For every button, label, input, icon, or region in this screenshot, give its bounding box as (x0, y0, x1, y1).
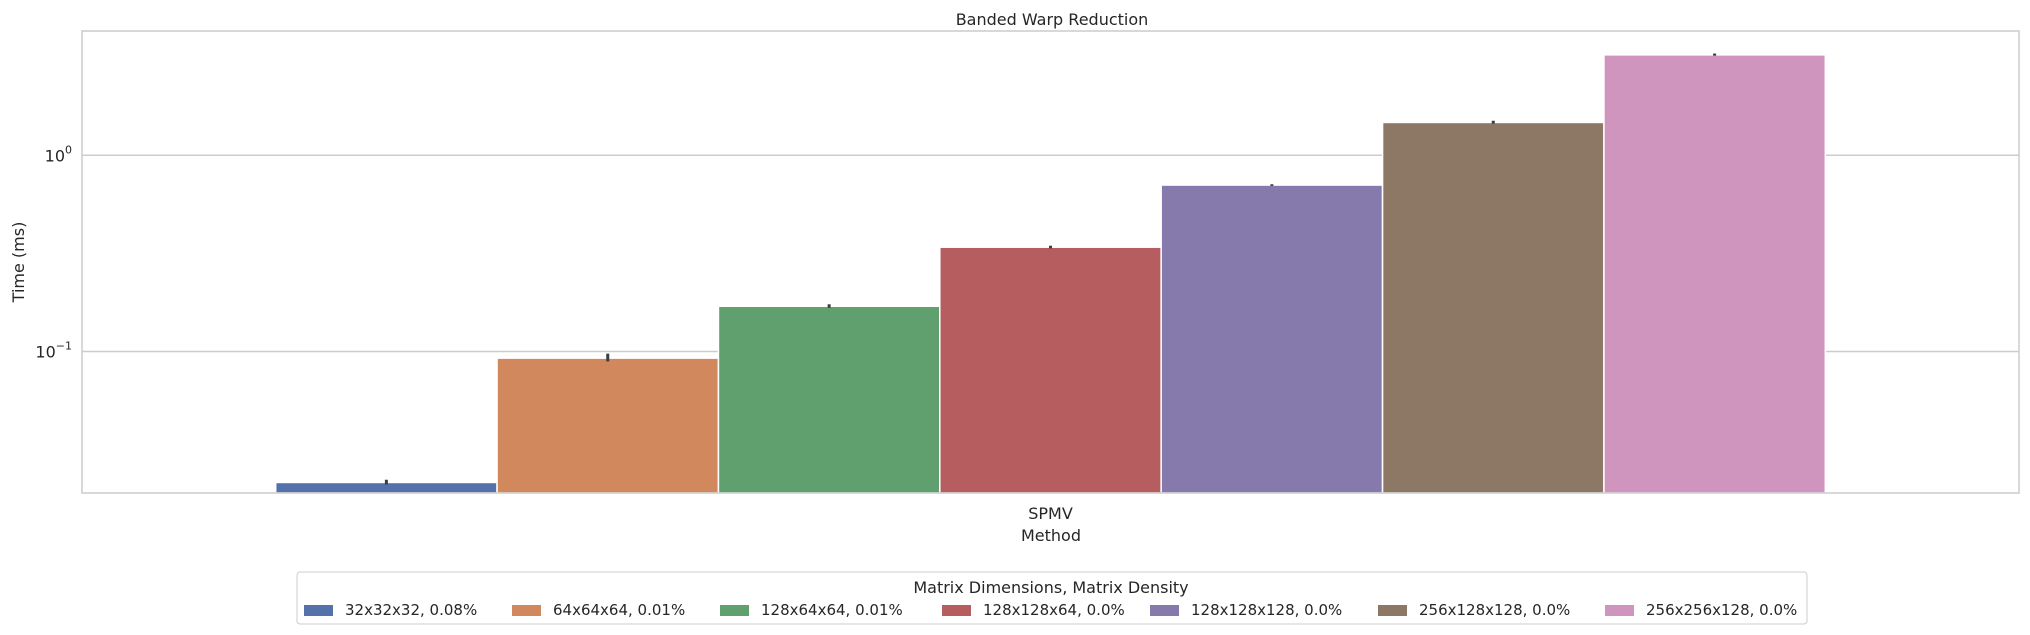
legend-items: 32x32x32, 0.08% 64x64x64, 0.01% 128x64x64,… (304, 601, 1797, 619)
legend-label: 64x64x64, 0.01% (553, 601, 685, 619)
bar (717, 305, 941, 494)
legend-swatch (304, 605, 333, 616)
plot-frame (81, 30, 2020, 494)
bar (1381, 121, 1605, 494)
legend-swatch (1378, 605, 1407, 616)
bar (939, 246, 1162, 494)
x-tick-label: SPMV (1028, 504, 1073, 523)
y-tick-exponent: 0 (65, 143, 72, 156)
y-tick-exponent: −1 (56, 339, 72, 352)
legend-item: 128x128x128, 0.0% (1150, 601, 1342, 619)
legend: Matrix Dimensions, Matrix Density 32x32x… (296, 571, 1808, 625)
chart-title: Banded Warp Reduction (956, 10, 1149, 29)
y-tick-label: 10−1 (35, 339, 72, 361)
legend-swatch (942, 605, 971, 616)
legend-item: 128x128x64, 0.0% (942, 601, 1125, 619)
y-tick-base: 10 (45, 146, 65, 165)
legend-label: 128x64x64, 0.01% (761, 601, 903, 619)
legend-swatch (720, 605, 749, 616)
error-bars (384, 53, 1717, 485)
legend-box (296, 571, 1808, 625)
legend-item: 32x32x32, 0.08% (304, 601, 477, 619)
y-axis-label: Time (ms) (9, 222, 28, 304)
legend-swatch (1150, 605, 1179, 616)
legend-label: 32x32x32, 0.08% (345, 601, 477, 619)
legend-swatch (512, 605, 541, 616)
y-tick-label: 100 (45, 143, 72, 165)
x-axis-ticks: SPMV (1028, 504, 1073, 523)
legend-item: 256x128x128, 0.0% (1378, 601, 1570, 619)
legend-label: 256x128x128, 0.0% (1419, 601, 1570, 619)
legend-item: 64x64x64, 0.01% (512, 601, 685, 619)
bar (1160, 184, 1384, 494)
legend-label: 128x128x64, 0.0% (983, 601, 1125, 619)
y-tick-base: 10 (35, 342, 55, 361)
x-axis-label: Method (1021, 526, 1081, 545)
legend-item: 256x256x128, 0.0% (1605, 601, 1797, 619)
bar (1603, 54, 1827, 494)
legend-title: Matrix Dimensions, Matrix Density (913, 578, 1188, 597)
legend-item: 128x64x64, 0.01% (720, 601, 903, 619)
legend-label: 128x128x128, 0.0% (1191, 601, 1342, 619)
legend-label: 256x256x128, 0.0% (1646, 601, 1797, 619)
legend-swatch (1605, 605, 1634, 616)
bar (496, 357, 720, 494)
bars (274, 54, 1827, 494)
